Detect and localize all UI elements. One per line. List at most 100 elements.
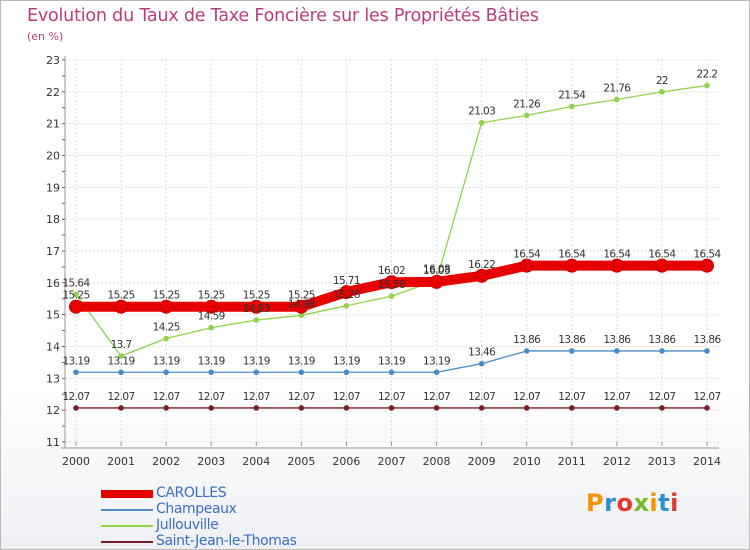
legend-swatch-saint-jean-le-thomas <box>101 541 153 543</box>
data-point-saint-jean-le-thomas <box>118 405 124 411</box>
logo-letter: i <box>649 489 659 517</box>
data-point-saint-jean-le-thomas <box>298 405 305 411</box>
y-tick-label: 23 <box>46 54 60 67</box>
data-label-carolles: 15.25 <box>153 290 180 302</box>
data-label-jullouville: 21.54 <box>558 89 586 101</box>
data-point-carolles <box>249 299 264 314</box>
data-label-champeaux: 13.19 <box>243 355 270 367</box>
legend-item-saint-jean-le-thomas[interactable]: Saint-Jean-le-Thomas <box>101 533 361 550</box>
data-label-saint-jean-le-thomas: 12.07 <box>558 391 585 403</box>
y-tick-label: 12 <box>46 404 60 417</box>
data-point-champeaux <box>163 369 169 376</box>
data-point-jullouville <box>388 293 395 300</box>
data-label-jullouville: 15.58 <box>378 279 405 291</box>
data-label-saint-jean-le-thomas: 12.07 <box>603 391 630 403</box>
y-tick-label: 22 <box>46 86 60 99</box>
data-point-champeaux <box>253 369 260 376</box>
data-label-saint-jean-le-thomas: 12.07 <box>108 391 135 403</box>
legend-item-carolles[interactable]: CAROLLES <box>101 485 361 502</box>
data-label-champeaux: 13.86 <box>603 334 631 346</box>
legend-item-champeaux[interactable]: Champeaux <box>101 501 361 518</box>
data-label-champeaux: 13.86 <box>558 334 586 346</box>
legend-label-saint-jean-le-thomas: Saint-Jean-le-Thomas <box>156 533 297 549</box>
data-point-saint-jean-le-thomas <box>659 405 665 411</box>
data-label-carolles: 15.25 <box>62 290 89 302</box>
data-label-carolles: 16.54 <box>603 249 631 261</box>
data-point-saint-jean-le-thomas <box>523 405 530 411</box>
data-label-saint-jean-le-thomas: 12.07 <box>648 391 675 403</box>
data-label-saint-jean-le-thomas: 12.07 <box>693 391 720 403</box>
data-point-carolles <box>564 258 579 273</box>
data-point-jullouville <box>343 302 350 309</box>
legend-label-champeaux: Champeaux <box>156 501 237 517</box>
logo-letter: i <box>670 489 679 517</box>
data-label-saint-jean-le-thomas: 12.07 <box>378 391 405 403</box>
data-label-champeaux: 13.46 <box>468 347 496 359</box>
x-tick-label: 2006 <box>332 455 360 468</box>
y-tick-label: 15 <box>46 309 60 322</box>
y-tick-label: 18 <box>46 213 60 226</box>
data-point-saint-jean-le-thomas <box>614 405 620 411</box>
data-label-carolles: 16.02 <box>378 265 405 277</box>
data-label-jullouville: 16.08 <box>423 263 450 275</box>
data-point-jullouville <box>614 96 620 103</box>
y-tick-label: 13 <box>46 372 60 385</box>
data-point-carolles <box>654 258 669 273</box>
data-point-carolles <box>700 258 714 273</box>
data-point-champeaux <box>208 369 215 376</box>
x-tick-label: 2011 <box>558 455 586 468</box>
y-tick-label: 19 <box>46 181 60 194</box>
data-label-carolles: 15.71 <box>333 275 360 287</box>
data-label-champeaux: 13.19 <box>333 355 360 367</box>
logo-letter: x <box>633 489 650 517</box>
x-tick-label: 2010 <box>513 455 541 468</box>
data-label-jullouville: 21.76 <box>603 82 631 94</box>
data-point-jullouville <box>523 112 530 119</box>
data-point-champeaux <box>388 369 395 376</box>
data-point-saint-jean-le-thomas <box>253 405 260 411</box>
legend-swatch-champeaux <box>101 509 153 511</box>
legend-item-jullouville[interactable]: Jullouville <box>101 517 361 534</box>
data-label-champeaux: 13.19 <box>423 355 450 367</box>
data-label-carolles: 15.25 <box>198 290 225 302</box>
data-point-jullouville <box>298 312 305 319</box>
legend-swatch-carolles <box>101 490 153 498</box>
data-label-jullouville: 21.03 <box>468 106 495 118</box>
data-label-jullouville: 22 <box>656 75 668 87</box>
data-label-jullouville: 14.25 <box>153 322 180 334</box>
data-point-champeaux <box>614 348 620 354</box>
data-label-jullouville: 13.7 <box>111 339 132 351</box>
data-point-champeaux <box>343 369 350 376</box>
data-point-champeaux <box>704 348 710 354</box>
logo-letter: P <box>586 489 605 517</box>
data-label-champeaux: 13.86 <box>513 334 541 346</box>
y-tick-label: 11 <box>46 436 60 449</box>
logo-letter: r <box>604 489 617 517</box>
legend-label-jullouville: Jullouville <box>156 517 219 533</box>
data-label-saint-jean-le-thomas: 12.07 <box>198 391 225 403</box>
data-point-carolles <box>339 285 354 300</box>
data-label-jullouville: 14.83 <box>243 303 270 315</box>
data-label-champeaux: 13.19 <box>288 355 315 367</box>
x-tick-label: 2001 <box>107 455 135 468</box>
chart-title: Evolution du Taux de Taxe Foncière sur l… <box>27 6 539 26</box>
y-tick-label: 20 <box>46 150 60 163</box>
data-point-champeaux <box>118 369 124 376</box>
data-point-saint-jean-le-thomas <box>388 405 395 411</box>
x-tick-label: 2013 <box>648 455 676 468</box>
data-point-champeaux <box>433 369 440 376</box>
data-label-champeaux: 13.19 <box>198 355 225 367</box>
data-point-champeaux <box>478 360 485 367</box>
data-point-carolles <box>159 299 174 314</box>
data-label-jullouville: 21.26 <box>513 98 541 110</box>
data-point-jullouville <box>118 353 124 359</box>
data-point-champeaux <box>568 348 575 354</box>
data-label-jullouville: 22.2 <box>697 68 718 80</box>
data-label-saint-jean-le-thomas: 12.07 <box>62 391 89 403</box>
data-point-carolles <box>294 299 309 314</box>
data-label-carolles: 15.25 <box>243 290 270 302</box>
data-label-carolles: 16.54 <box>648 249 676 261</box>
data-label-carolles: 16.03 <box>423 265 450 277</box>
